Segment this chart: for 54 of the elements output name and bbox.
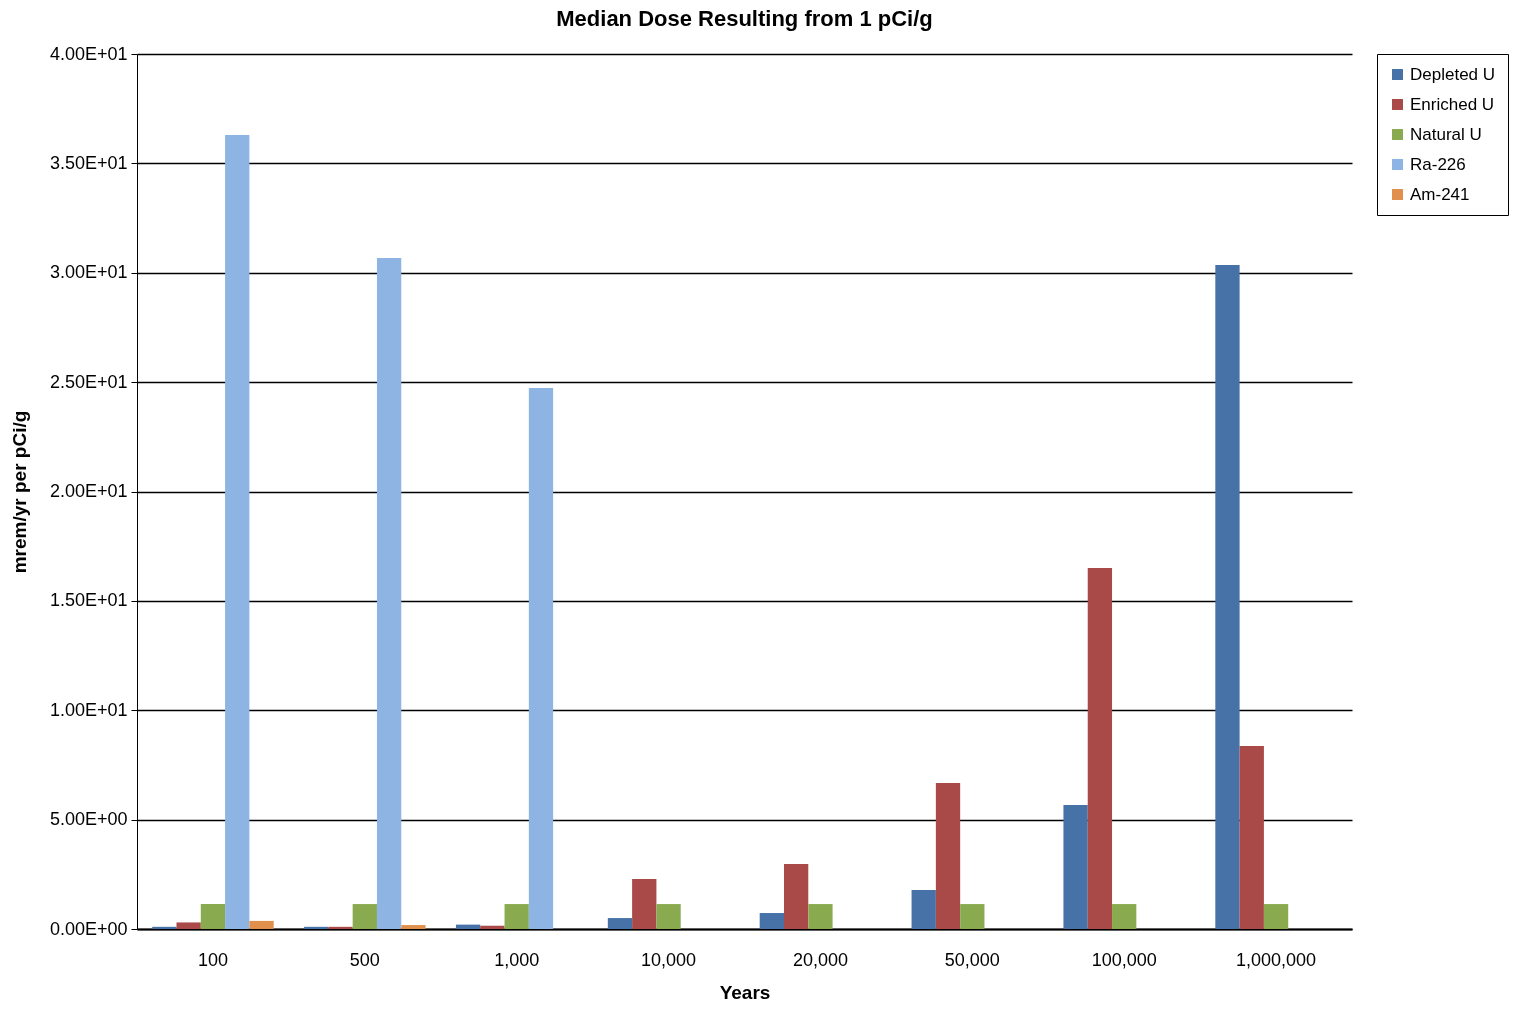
bar xyxy=(935,783,961,929)
bar xyxy=(1063,804,1088,929)
bar xyxy=(808,904,833,929)
y-tick-label: 2.00E+01 xyxy=(49,481,128,501)
x-tick-label: 50,000 xyxy=(944,949,1000,970)
y-tick-label: 3.00E+01 xyxy=(49,262,128,283)
bar xyxy=(1087,568,1113,929)
bar xyxy=(528,388,554,929)
y-tick-label: 2.50E+01 xyxy=(49,371,128,392)
bar xyxy=(656,904,681,929)
bar xyxy=(376,258,402,929)
legend-label: Depleted U xyxy=(1410,64,1496,84)
bar xyxy=(504,904,529,929)
y-tick-label: 4.00E+01 xyxy=(49,43,128,64)
bar xyxy=(225,134,250,929)
bar xyxy=(1215,265,1240,929)
x-tick-label: 1,000,000 xyxy=(1236,949,1317,970)
legend-label: Natural U xyxy=(1410,124,1482,144)
bar xyxy=(911,890,936,929)
y-axis-title: mrem/yr per pCi/g xyxy=(8,410,30,574)
legend-label: Am-241 xyxy=(1410,184,1470,204)
x-tick-label: 500 xyxy=(349,949,380,970)
bar xyxy=(352,904,377,929)
bar xyxy=(783,864,809,929)
bar xyxy=(960,904,985,929)
y-tick-label: 1.00E+01 xyxy=(49,699,128,720)
y-tick-label: 0.00E+00 xyxy=(49,918,128,939)
x-tick-label: 100,000 xyxy=(1091,949,1157,970)
legend-label: Ra-226 xyxy=(1410,154,1466,174)
y-tick-label: 1.50E+01 xyxy=(49,590,128,611)
bar xyxy=(152,926,177,929)
bar xyxy=(632,878,657,929)
x-tick-label: 100 xyxy=(197,949,228,970)
x-tick-label: 10,000 xyxy=(641,949,697,970)
x-tick-label: 20,000 xyxy=(792,949,848,970)
bar xyxy=(1239,745,1264,929)
legend-label: Enriched U xyxy=(1410,94,1495,114)
bar xyxy=(249,920,274,929)
bar xyxy=(328,926,353,929)
bar xyxy=(200,904,226,929)
bar xyxy=(607,918,633,929)
bar xyxy=(455,924,481,929)
bar xyxy=(759,913,784,929)
x-tick-label: 1,000 xyxy=(494,949,540,970)
bar xyxy=(401,925,426,929)
bar xyxy=(1112,904,1137,929)
x-axis-title: Years xyxy=(719,981,771,1003)
y-tick-label: 5.00E+00 xyxy=(49,809,128,830)
chart-title: Median Dose Resulting from 1 pCi/g xyxy=(556,6,933,31)
bar xyxy=(176,922,201,929)
bar xyxy=(480,925,505,929)
bar xyxy=(1263,904,1289,929)
bar xyxy=(304,926,329,929)
y-tick-label: 3.50E+01 xyxy=(49,152,128,173)
